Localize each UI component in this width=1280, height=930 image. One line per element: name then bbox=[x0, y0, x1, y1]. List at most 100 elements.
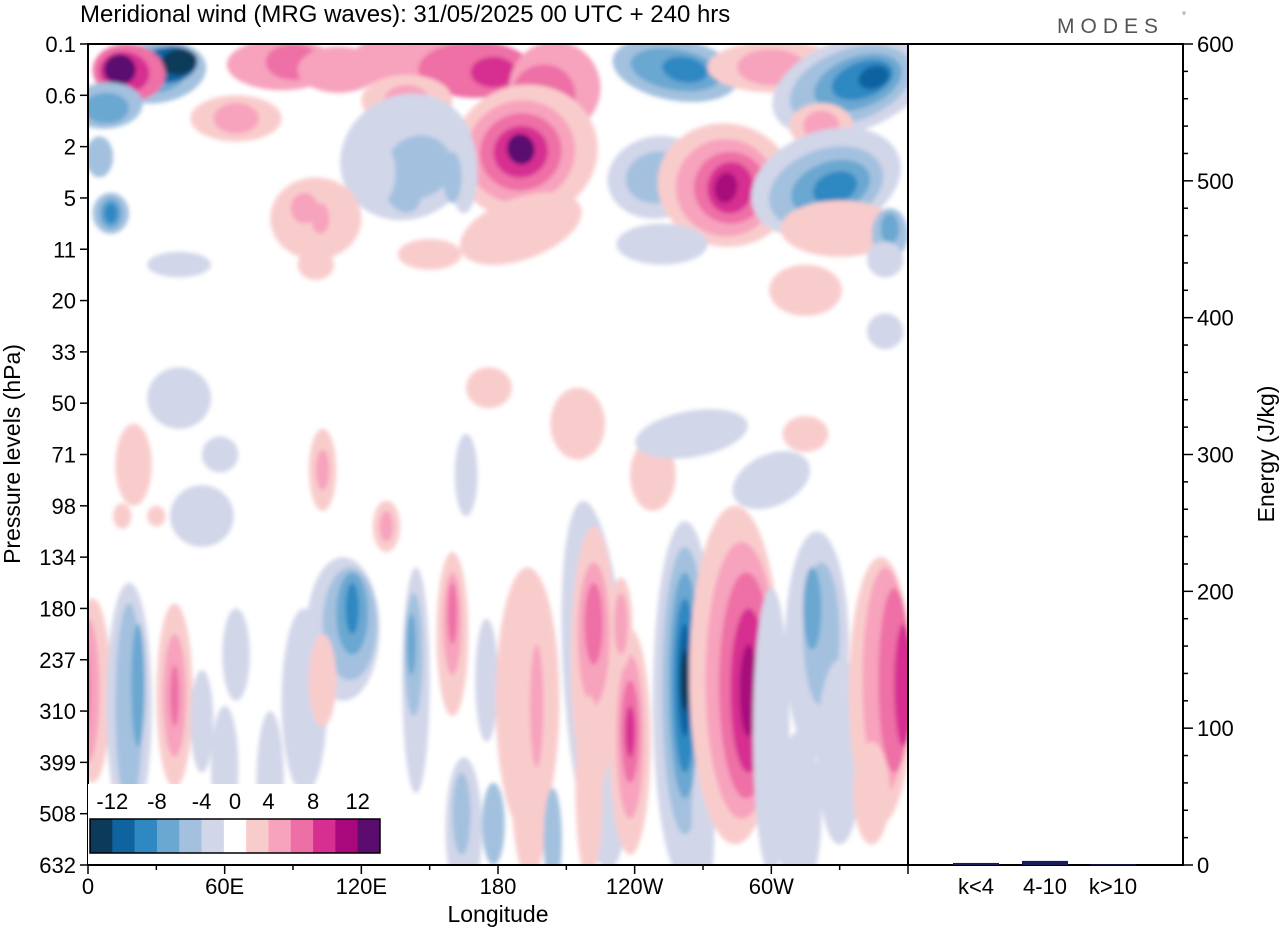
negative-wind-contour bbox=[345, 582, 360, 635]
positive-wind-contour bbox=[104, 54, 136, 86]
colorbar-tick-label: -8 bbox=[147, 789, 167, 814]
negative-wind-contour bbox=[88, 136, 114, 178]
negative-wind-contour bbox=[147, 251, 212, 278]
colorbar-tick-label: 0 bbox=[229, 789, 241, 814]
x-axis-label: Longitude bbox=[447, 901, 548, 927]
negative-wind-contour bbox=[858, 65, 890, 90]
hovmoller-heatmap bbox=[88, 44, 908, 865]
positive-wind-contour bbox=[147, 505, 166, 527]
negative-wind-contour bbox=[131, 623, 145, 748]
longitude-axis: 0 60E 120E 180 120W 60W bbox=[82, 865, 909, 899]
pressure-tick-label: 310 bbox=[39, 699, 76, 724]
pressure-tick-label: 98 bbox=[52, 494, 76, 519]
positive-wind-contour bbox=[506, 133, 535, 165]
colorbar-tick-label: 4 bbox=[262, 789, 274, 814]
positive-wind-contour bbox=[782, 416, 829, 452]
negative-wind-contour bbox=[880, 213, 899, 245]
negative-wind-contour bbox=[662, 56, 708, 83]
colorbar-swatch bbox=[290, 819, 314, 853]
energy-bar bbox=[953, 862, 999, 865]
pressure-tick-label: 0.6 bbox=[45, 83, 76, 108]
energy-categories: k<4 4-10 k>10 bbox=[958, 874, 1137, 899]
positive-wind-contour bbox=[769, 264, 842, 316]
positive-wind-contour bbox=[113, 503, 132, 529]
negative-wind-contour bbox=[88, 92, 129, 124]
energy-bar bbox=[1090, 864, 1136, 866]
positive-wind-contour bbox=[311, 203, 330, 234]
energy-tick-label: 300 bbox=[1197, 443, 1234, 468]
colorbar-swatch bbox=[335, 819, 359, 853]
positive-wind-contour bbox=[739, 644, 758, 737]
positive-wind-contour bbox=[88, 618, 100, 763]
colorbar-swatch bbox=[179, 819, 203, 853]
colorbar-swatch bbox=[223, 819, 247, 853]
positive-wind-contour bbox=[529, 644, 544, 768]
colorbar-swatch bbox=[313, 819, 336, 853]
pressure-tick-label: 134 bbox=[39, 545, 76, 570]
negative-wind-contour bbox=[406, 613, 416, 676]
y-axis-label: Pressure levels (hPa) bbox=[0, 344, 25, 564]
negative-wind-contour bbox=[475, 618, 498, 742]
negative-wind-contour bbox=[170, 485, 234, 547]
positive-wind-contour bbox=[894, 623, 908, 747]
longitude-tick-label: 120E bbox=[336, 874, 387, 899]
negative-wind-contour bbox=[635, 409, 748, 459]
negative-wind-contour bbox=[147, 367, 212, 429]
positive-wind-contour bbox=[170, 664, 180, 727]
positive-wind-contour bbox=[466, 367, 512, 409]
positive-wind-contour bbox=[575, 695, 603, 865]
longitude-tick-label: 120W bbox=[606, 874, 664, 899]
energy-tick-label: 0 bbox=[1197, 853, 1209, 878]
pressure-tick-label: 632 bbox=[39, 853, 76, 878]
energy-category-label: k>10 bbox=[1089, 874, 1137, 899]
positive-wind-contour bbox=[853, 741, 890, 845]
negative-wind-contour bbox=[190, 670, 214, 773]
energy-tick-label: 600 bbox=[1197, 32, 1234, 57]
longitude-tick-label: 60W bbox=[749, 874, 794, 899]
pressure-tick-label: 508 bbox=[39, 802, 76, 827]
colorbar-swatch bbox=[268, 819, 292, 853]
colorbar-swatch bbox=[246, 819, 269, 853]
longitude-tick-label: 60E bbox=[205, 874, 244, 899]
positive-wind-contour bbox=[213, 103, 259, 134]
pressure-tick-label: 180 bbox=[39, 596, 76, 621]
negative-wind-contour bbox=[160, 49, 198, 75]
negative-wind-contour bbox=[454, 433, 478, 517]
colorbar-tick-label: -4 bbox=[192, 789, 212, 814]
pressure-tick-label: 71 bbox=[52, 443, 76, 468]
negative-wind-contour bbox=[616, 223, 708, 265]
energy-bar bbox=[1022, 860, 1068, 865]
energy-axis: 0 100 200 300 400 500 600 bbox=[1183, 32, 1234, 878]
negative-wind-contour bbox=[775, 731, 822, 865]
energy-panel-frame bbox=[907, 43, 1184, 866]
colorbar-swatch bbox=[201, 819, 225, 853]
pressure-tick-label: 0.1 bbox=[45, 32, 76, 57]
negative-wind-contour bbox=[452, 772, 471, 855]
pressure-tick-label: 50 bbox=[52, 391, 76, 416]
negative-wind-contour bbox=[867, 241, 904, 278]
negative-wind-contour bbox=[680, 649, 689, 712]
positive-wind-contour bbox=[297, 249, 334, 280]
positive-wind-contour bbox=[584, 582, 603, 665]
energy-tick-label: 500 bbox=[1197, 169, 1234, 194]
energy-category-label: k<4 bbox=[958, 874, 994, 899]
negative-wind-contour bbox=[349, 136, 396, 209]
energy-tick-label: 100 bbox=[1197, 716, 1234, 741]
negative-wind-contour bbox=[867, 313, 904, 350]
pressure-tick-label: 20 bbox=[52, 289, 76, 314]
colorbar-swatch bbox=[156, 819, 180, 853]
brand-logo-mark: ° bbox=[1182, 11, 1186, 22]
longitude-tick-label: 180 bbox=[480, 874, 517, 899]
negative-wind-contour bbox=[201, 436, 239, 473]
positive-wind-contour bbox=[397, 239, 462, 270]
positive-wind-contour bbox=[290, 192, 319, 224]
positive-wind-contour bbox=[115, 423, 152, 506]
negative-wind-contour bbox=[104, 203, 118, 224]
pressure-tick-label: 33 bbox=[52, 340, 76, 365]
brand-logo-text: MODES bbox=[1057, 15, 1164, 38]
negative-wind-contour bbox=[813, 171, 858, 205]
colorbar-swatch bbox=[112, 819, 136, 853]
energy-tick-label: 200 bbox=[1197, 579, 1234, 604]
negative-wind-contour bbox=[732, 451, 811, 510]
